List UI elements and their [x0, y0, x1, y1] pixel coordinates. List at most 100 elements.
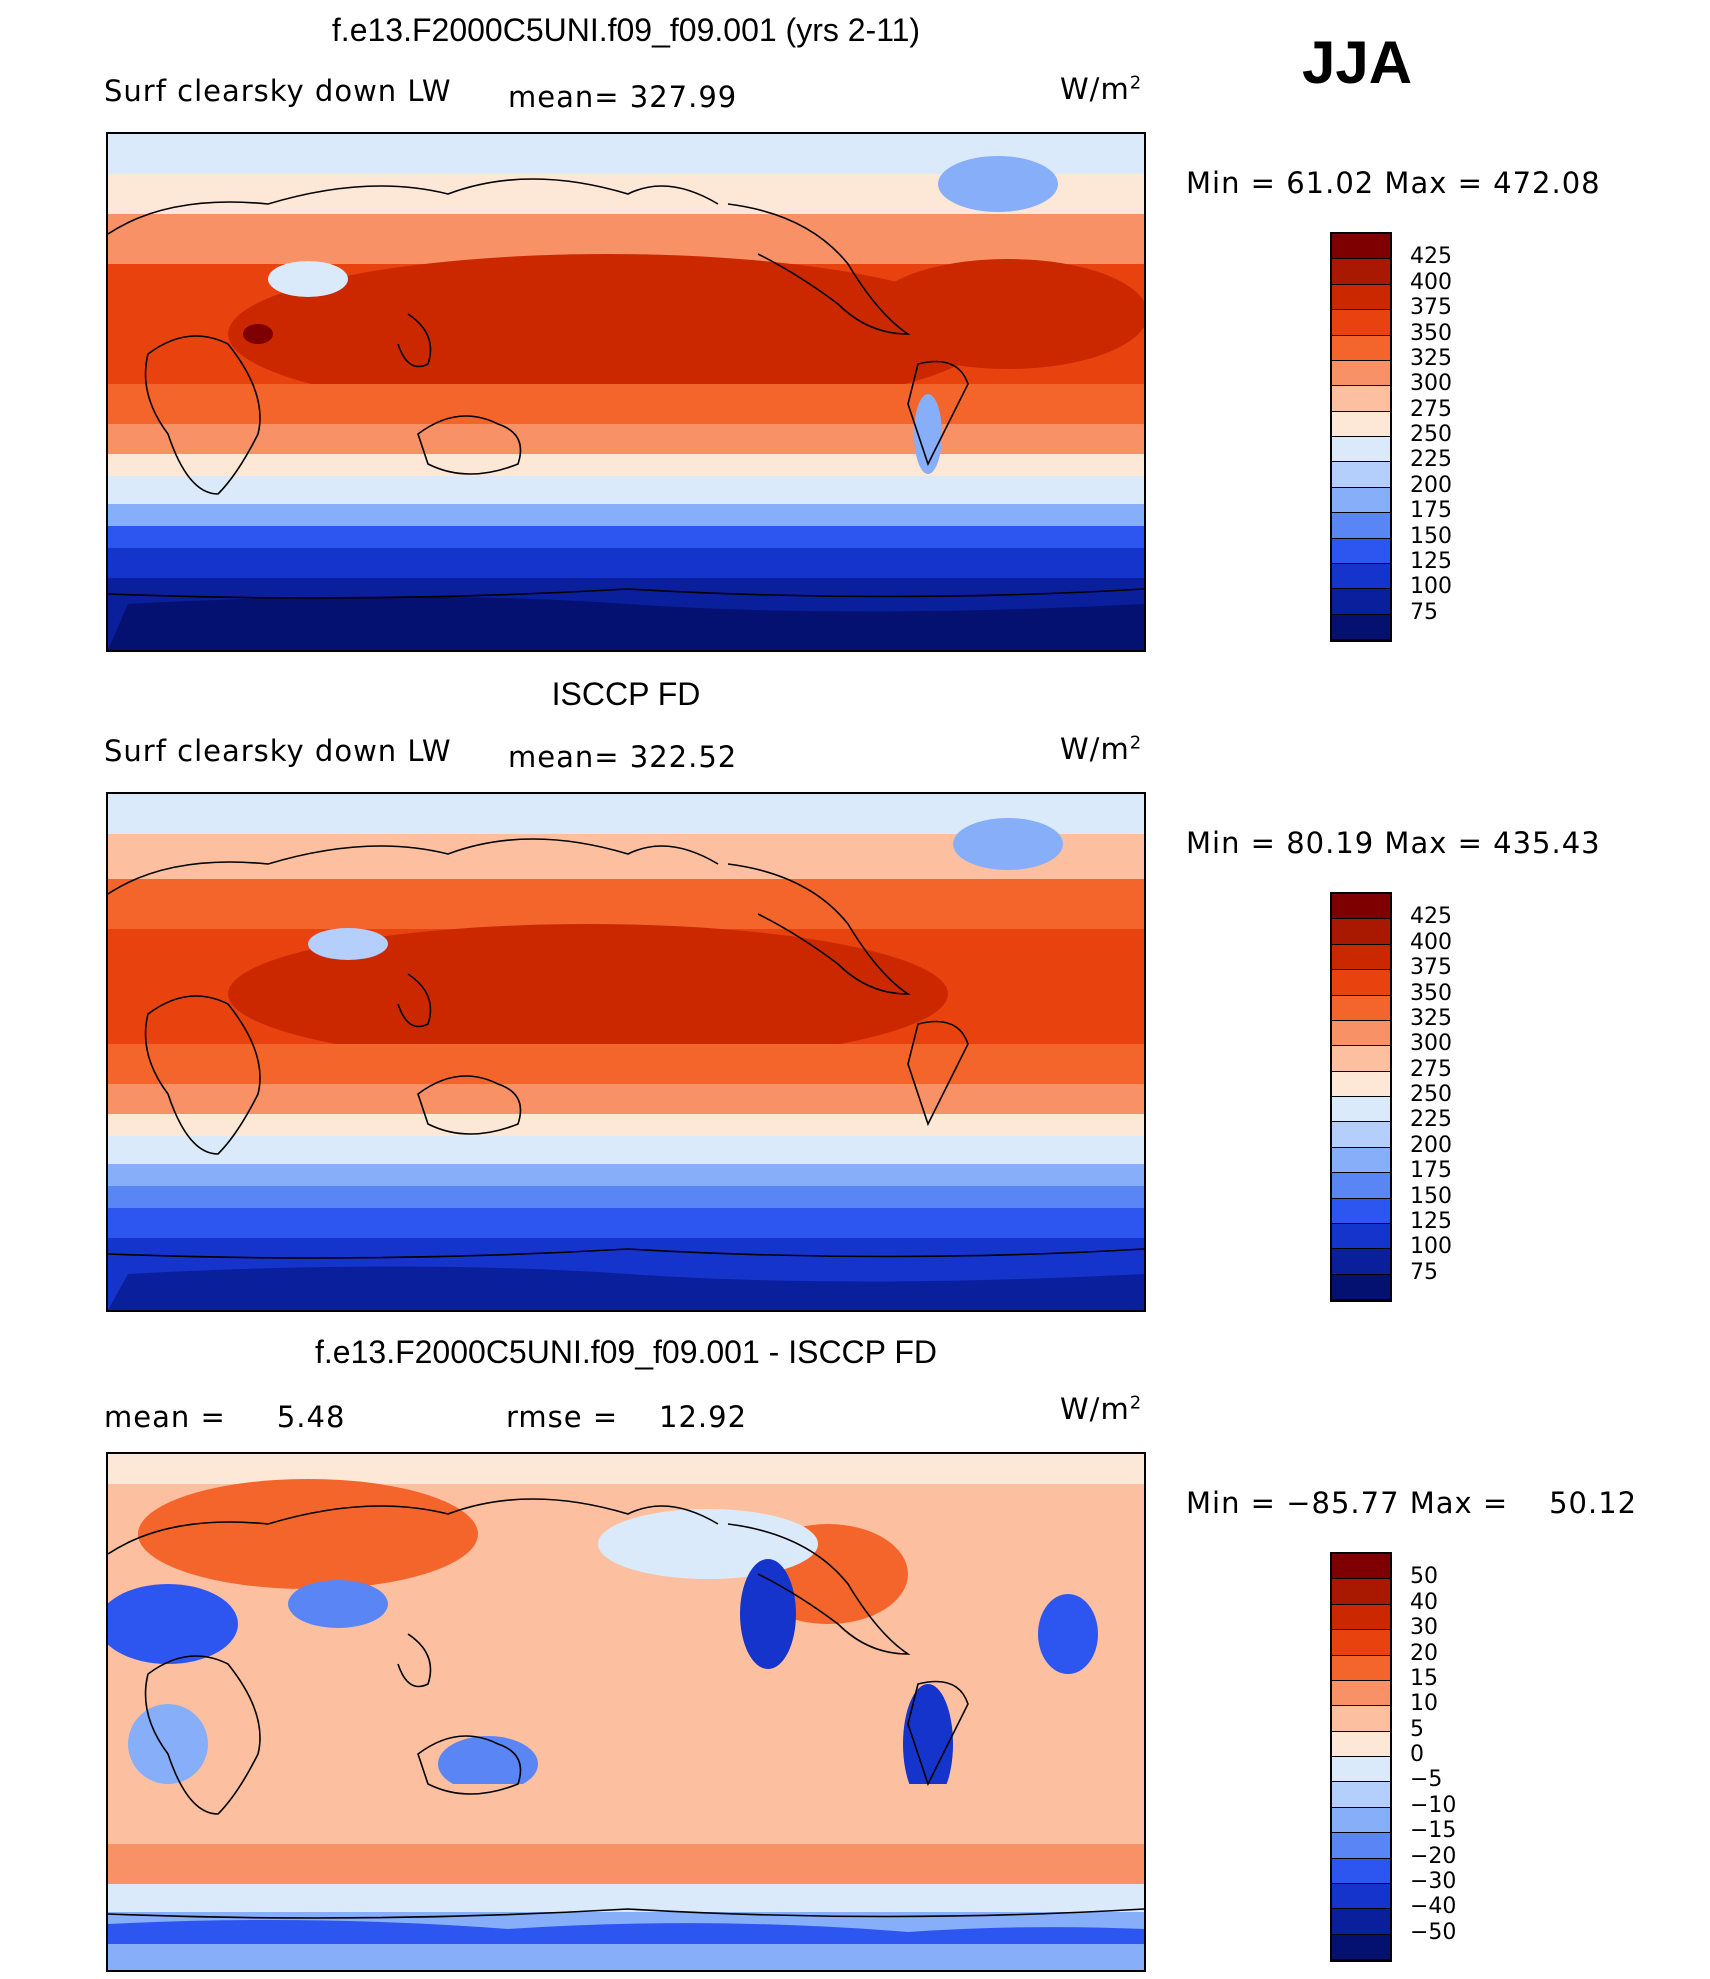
- colorbar-tick-label: 100: [1410, 574, 1452, 600]
- units-exponent: 2: [1129, 732, 1143, 754]
- units-text: W/m: [1060, 72, 1130, 106]
- coastline-namerica: [727, 863, 911, 995]
- panel2-colorbar: [1330, 892, 1392, 1302]
- coastline: [108, 178, 719, 235]
- coastline-australia: [417, 1075, 522, 1135]
- colorbar-segment: [1332, 386, 1390, 412]
- panel2-units: W/m2: [1060, 732, 1142, 766]
- colorbar-segment: [1332, 1554, 1390, 1580]
- colorbar-tick-label: 40: [1410, 1589, 1438, 1615]
- colorbar-tick-label: 350: [1410, 980, 1452, 1006]
- antarctica-core: [108, 596, 1144, 650]
- coastline-antarctica: [108, 1248, 1144, 1259]
- mexico-cold: [740, 1559, 796, 1669]
- band: [108, 1164, 1144, 1186]
- colorbar-segment: [1332, 1249, 1390, 1275]
- panel2-map: [106, 792, 1146, 1312]
- colorbar-segment: [1332, 1731, 1390, 1757]
- colorbar-tick-label: 225: [1410, 1107, 1452, 1133]
- colorbar-tick-label: 400: [1410, 269, 1452, 295]
- atlantic-cold: [1038, 1594, 1098, 1674]
- colorbar-tick-label: 175: [1410, 498, 1452, 524]
- colorbar-tick-label: 250: [1410, 1082, 1452, 1107]
- colorbar-segment: [1332, 1020, 1390, 1047]
- colorbar-segment: [1332, 259, 1390, 285]
- band: [108, 1136, 1144, 1164]
- colorbar-tick-label: −50: [1410, 1919, 1457, 1945]
- colorbar-segment: [1332, 1630, 1390, 1656]
- coastline-africa: [144, 1655, 261, 1815]
- panel2-mean: mean= 322.52: [508, 740, 738, 774]
- tibet-cold: [288, 1580, 388, 1628]
- coastline-australia: [417, 415, 522, 475]
- colorbar-tick-label: 5: [1410, 1716, 1424, 1742]
- colorbar-tick-label: −30: [1410, 1868, 1457, 1894]
- band: [108, 454, 1144, 476]
- panel3-colorbar: [1330, 1552, 1392, 1962]
- colorbar-tick-label: 50: [1410, 1564, 1438, 1590]
- colorbar-segment: [1332, 1579, 1390, 1605]
- colorbar-tick-label: 30: [1410, 1615, 1438, 1641]
- colorbar-tick-label: −5: [1410, 1767, 1443, 1793]
- arctic-cool: [598, 1509, 818, 1579]
- colorbar-segment: [1332, 310, 1390, 336]
- colorbar-tick-label: 350: [1410, 320, 1452, 346]
- colorbar-segment: [1332, 1934, 1390, 1960]
- warm-pool: [228, 254, 988, 414]
- band: [108, 384, 1144, 424]
- colorbar-segment: [1332, 513, 1390, 539]
- greenland-cold: [938, 156, 1058, 212]
- colorbar-tick-label: 300: [1410, 1031, 1452, 1057]
- warm-pool: [868, 259, 1144, 369]
- colorbar-segment: [1332, 919, 1390, 945]
- band: [108, 424, 1144, 454]
- colorbar-segment: [1332, 234, 1390, 260]
- panel3-mean: mean = 5.48: [104, 1400, 346, 1434]
- panel2-minmax: Min = 80.19 Max = 435.43: [1186, 826, 1601, 860]
- panel1-units: W/m2: [1060, 72, 1142, 106]
- colorbar-tick-label: 425: [1410, 904, 1452, 930]
- units-exponent: 2: [1129, 1392, 1143, 1414]
- panel2-variable: Surf clearsky down LW: [104, 734, 452, 768]
- coastline-namerica: [727, 203, 911, 335]
- australia-cold: [438, 1736, 538, 1792]
- band: [108, 526, 1144, 548]
- band: [108, 1208, 1144, 1238]
- colorbar-tick-label: 175: [1410, 1158, 1452, 1184]
- greenland-cold: [953, 818, 1063, 870]
- colorbar-segment: [1332, 1680, 1390, 1707]
- colorbar-segment: [1332, 589, 1390, 615]
- coastline-namerica: [727, 1523, 911, 1655]
- coastline-australia: [417, 1735, 522, 1795]
- colorbar-tick-label: 0: [1410, 1742, 1424, 1767]
- colorbar-segment: [1332, 1858, 1390, 1884]
- coastlines: [108, 1498, 1144, 1919]
- colorbar-segment: [1332, 437, 1390, 463]
- colorbar-segment: [1332, 1173, 1390, 1199]
- colorbar-segment: [1332, 1147, 1390, 1174]
- colorbar-segment: [1332, 1807, 1390, 1834]
- coastline-africa: [144, 995, 261, 1155]
- colorbar-segment: [1332, 1604, 1390, 1631]
- colorbar-tick-label: −40: [1410, 1894, 1457, 1920]
- panel2-title: ISCCP FD: [551, 676, 701, 712]
- colorbar-segment: [1332, 1706, 1390, 1732]
- colorbar-segment: [1332, 360, 1390, 387]
- band: [108, 1884, 1144, 1912]
- coastline-antarctica: [108, 1908, 1144, 1919]
- panel3-map: [106, 1452, 1146, 1972]
- colorbar-segment: [1332, 1122, 1390, 1148]
- colorbar-tick-label: 100: [1410, 1234, 1452, 1260]
- colorbar-segment: [1332, 538, 1390, 564]
- colorbar-tick-label: 400: [1410, 929, 1452, 955]
- coastline: [108, 838, 719, 895]
- band: [108, 548, 1144, 578]
- tibet-cold: [268, 261, 348, 297]
- colorbar-tick-label: −10: [1410, 1792, 1457, 1818]
- tibet-cold: [308, 928, 388, 960]
- colorbar-segment: [1332, 1223, 1390, 1250]
- colorbar-segment: [1332, 1883, 1390, 1910]
- arabia-hot: [243, 324, 273, 344]
- colorbar-tick-label: 425: [1410, 244, 1452, 270]
- coastline-islands: [397, 1633, 432, 1688]
